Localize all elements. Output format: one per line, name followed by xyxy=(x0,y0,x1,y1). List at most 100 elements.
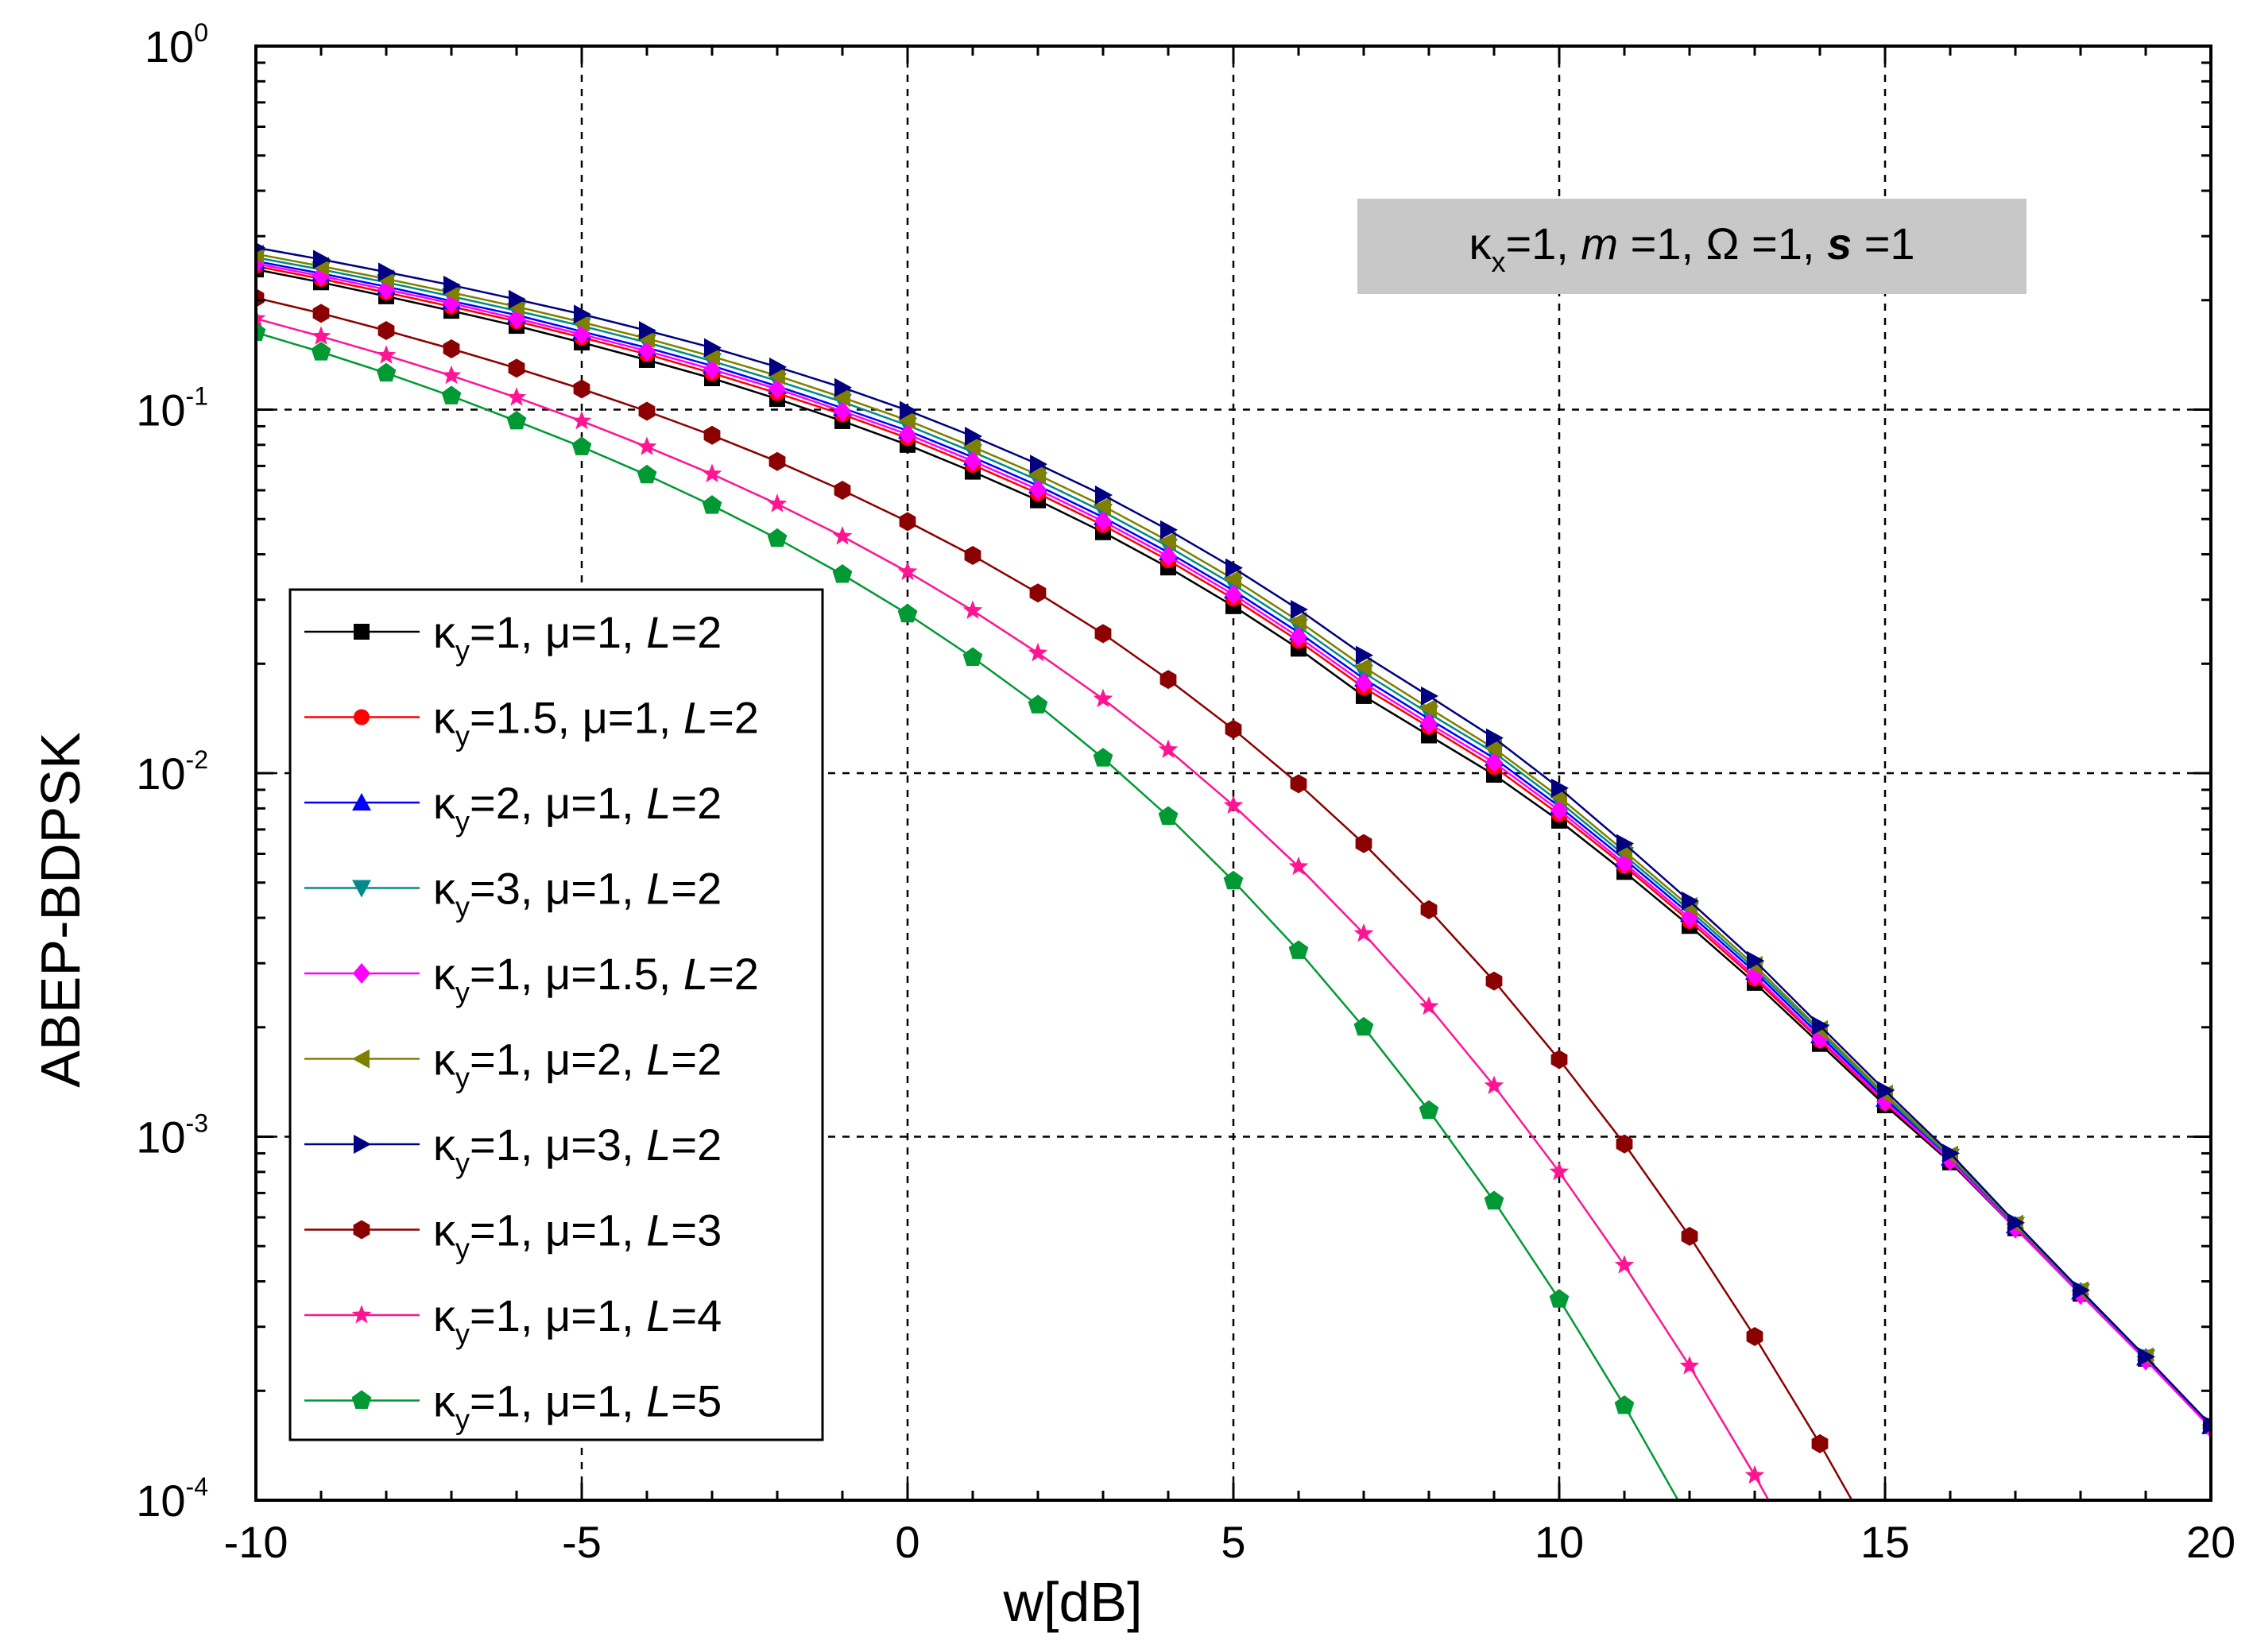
data-point xyxy=(703,346,720,366)
data-point xyxy=(1614,1395,1635,1414)
data-point xyxy=(1812,1016,1829,1035)
data-point xyxy=(768,451,786,471)
data-point xyxy=(1223,795,1244,814)
data-point xyxy=(1419,1100,1439,1120)
annotation-m-symbol: m xyxy=(1581,219,1618,269)
data-point xyxy=(571,436,592,455)
legend-label: κy=3, μ=1, L=2 xyxy=(433,864,722,923)
legend-entry: κy=1, μ=1, L=5 xyxy=(304,1376,722,1436)
data-point xyxy=(1225,719,1242,739)
data-point xyxy=(256,308,266,327)
legend-marker xyxy=(352,793,371,811)
data-point xyxy=(1093,688,1113,708)
legend-box xyxy=(288,588,824,1441)
data-point xyxy=(1030,455,1047,474)
data-point xyxy=(256,288,265,308)
legend-marker xyxy=(351,1390,372,1410)
data-point xyxy=(1485,971,1503,991)
y-tick-label: 10-2 xyxy=(136,745,208,799)
legend: κy=1, μ=1, L=2 κy=1.5, μ=1, L=2 κy=2, μ=1,… xyxy=(288,588,824,1441)
data-point xyxy=(1159,531,1176,551)
data-point xyxy=(311,326,331,345)
legend-label: κy=1, μ=1, L=5 xyxy=(433,1376,722,1436)
data-point xyxy=(2203,1415,2211,1435)
data-point xyxy=(311,342,331,361)
axis-ticks: -10 -5 0 5 10 15 20 10-4 10-3 10-2 10-1 100 xyxy=(136,18,2236,1567)
data-point xyxy=(509,289,526,309)
data-point xyxy=(1549,1289,1570,1308)
series-8 xyxy=(256,288,1853,1500)
data-point xyxy=(898,410,916,430)
annotation-k-value: =1, xyxy=(1505,219,1581,269)
data-point xyxy=(1093,748,1113,767)
data-point xyxy=(703,358,721,380)
data-point xyxy=(376,345,397,364)
data-point xyxy=(1942,1143,1960,1163)
data-point xyxy=(897,561,918,581)
data-point xyxy=(1747,950,1764,970)
data-point xyxy=(256,322,266,341)
x-tick-label: -10 xyxy=(224,1517,288,1567)
legend-entry: κy=1, μ=2, L=2 xyxy=(304,1035,722,1094)
data-point xyxy=(2007,1213,2025,1232)
legend-label: κy=2, μ=1, L=2 xyxy=(433,778,722,838)
data-point xyxy=(1224,569,1241,589)
legend-marker xyxy=(353,963,370,984)
data-point xyxy=(256,242,265,253)
data-point xyxy=(963,437,981,457)
data-point xyxy=(702,463,722,483)
legend-marker xyxy=(353,1220,370,1240)
data-point xyxy=(1421,686,1438,706)
data-point xyxy=(1550,799,1568,821)
data-point xyxy=(506,410,527,430)
data-point xyxy=(441,365,462,385)
legend-marker xyxy=(352,880,371,898)
legend-label: κy=1, μ=1, L=3 xyxy=(433,1205,722,1265)
data-point xyxy=(899,512,916,532)
data-point xyxy=(1551,778,1569,798)
data-point xyxy=(639,321,656,341)
data-point xyxy=(1094,624,1112,644)
grid-lines xyxy=(256,46,2211,1500)
data-point xyxy=(1160,520,1178,540)
annotation-omega-symbol: Ω xyxy=(1706,219,1740,269)
legend-label: κy=1, μ=2, L=2 xyxy=(433,1035,722,1094)
legend-entry: κy=1, μ=1, L=2 xyxy=(304,607,722,667)
data-point xyxy=(1616,834,1634,853)
data-point xyxy=(1355,834,1372,853)
series-7 xyxy=(256,242,2211,1435)
data-point xyxy=(443,275,461,295)
data-point xyxy=(1028,694,1048,714)
data-point xyxy=(702,495,722,514)
y-tick-label: 10-3 xyxy=(136,1109,208,1163)
data-point xyxy=(1419,698,1437,718)
data-point xyxy=(899,424,916,445)
legend-entry: κy=2, μ=1, L=2 xyxy=(304,778,722,838)
data-point xyxy=(834,480,851,500)
data-point xyxy=(1744,1464,1765,1484)
series-10 xyxy=(256,322,1680,1500)
data-point xyxy=(897,603,918,623)
data-point xyxy=(638,401,656,421)
data-point xyxy=(571,410,592,430)
data-point xyxy=(1355,672,1372,694)
annotation-text: κx=1, m =1, Ω =1, s =1 xyxy=(1469,219,1914,278)
data-point xyxy=(1354,657,1372,677)
data-point xyxy=(1290,626,1307,648)
data-point xyxy=(1094,511,1112,532)
series-9 xyxy=(256,308,1770,1500)
data-point xyxy=(441,385,462,404)
parameter-annotation: κx=1, m =1, Ω =1, s =1 xyxy=(1357,199,2027,294)
legend-entry: κy=1, μ=1, L=3 xyxy=(304,1205,722,1265)
annotation-omega-value: =1, xyxy=(1739,219,1827,269)
data-point xyxy=(443,339,460,358)
data-point xyxy=(768,378,786,400)
data-point xyxy=(1288,856,1309,876)
data-point xyxy=(832,526,853,545)
data-point xyxy=(1682,891,1699,911)
data-point xyxy=(900,400,917,420)
data-point xyxy=(1616,1134,1633,1154)
legend-marker xyxy=(354,1135,371,1154)
data-point xyxy=(769,357,787,377)
